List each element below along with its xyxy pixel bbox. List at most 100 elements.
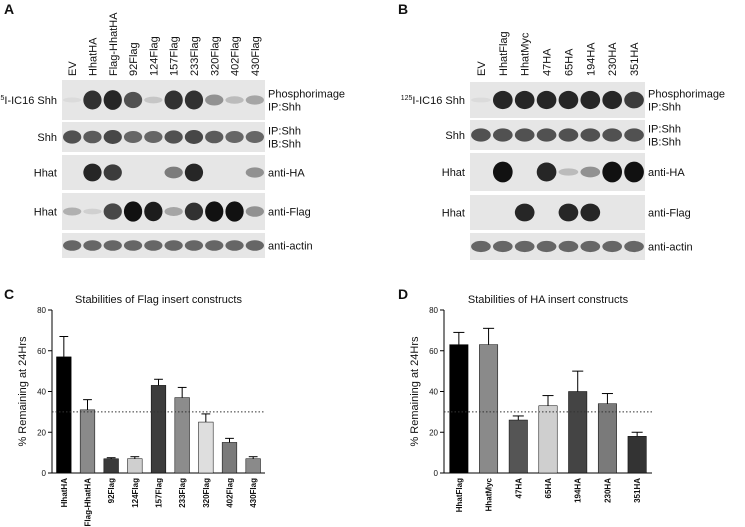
superscript: 125 (0, 95, 5, 102)
bar (198, 421, 214, 474)
band (558, 90, 579, 110)
lane-label: 157Flag (169, 36, 181, 76)
x-tick-label: HhatHA (60, 478, 69, 508)
row-label-text: I-IC16 Shh (412, 95, 465, 107)
antibody-label: Phosphorimage (268, 89, 345, 101)
row-label: 125I-IC16 Shh (401, 95, 465, 107)
band (184, 130, 204, 144)
x-tick-label: 230HA (603, 478, 612, 503)
band (624, 161, 644, 183)
superscript: 125 (401, 95, 413, 102)
x-tick-label: Flag-HhatHA (84, 478, 93, 527)
bar (538, 405, 558, 474)
antibody-label: IB:Shh (268, 139, 301, 151)
band (164, 240, 183, 251)
band (205, 201, 224, 222)
x-tick-label: HhatMyc (485, 477, 494, 511)
band (63, 130, 82, 144)
row-label-text: Hhat (442, 208, 465, 220)
lane-label: 65HA (563, 48, 575, 76)
band (471, 128, 491, 142)
band (536, 240, 557, 253)
band (536, 128, 557, 142)
antibody-label: anti-actin (268, 241, 313, 253)
row-label: Shh (445, 130, 465, 142)
x-tick-label: 430Flag (249, 478, 258, 508)
band (123, 131, 143, 143)
antibody-label: anti-Flag (648, 208, 691, 220)
band (580, 90, 601, 110)
lane-label: 194HA (585, 42, 597, 76)
band (103, 240, 122, 251)
band (602, 240, 623, 253)
antibody-label: IB:Shh (648, 137, 681, 149)
bar (568, 391, 588, 474)
band (83, 90, 102, 110)
lane-label: 351HA (629, 42, 641, 76)
band (144, 201, 163, 222)
y-tick-label: 40 (429, 388, 438, 397)
band (83, 240, 102, 251)
band (184, 163, 204, 182)
x-tick-label: 233Flag (178, 478, 187, 508)
row-label: Shh (37, 132, 57, 144)
band (471, 97, 491, 103)
band (83, 163, 102, 182)
band (492, 90, 513, 110)
band (144, 240, 163, 251)
chart-title: Stabilities of HA insert constructs (468, 294, 629, 306)
band (514, 90, 535, 110)
band (164, 130, 183, 144)
bar (627, 436, 647, 474)
band (225, 131, 244, 143)
band (123, 201, 143, 222)
lane-label: 92Flag (128, 42, 140, 76)
x-tick-label: 92Flag (107, 478, 116, 503)
band (164, 90, 183, 110)
lane-label: 402Flag (230, 36, 242, 76)
row-label: Hhat (442, 167, 465, 179)
y-tick-label: 80 (37, 306, 46, 315)
bar (79, 409, 96, 474)
band (245, 206, 264, 217)
band (245, 167, 264, 178)
band (514, 203, 535, 222)
row-label-text: Hhat (442, 167, 465, 179)
x-tick-label: HhatFlag (455, 478, 464, 512)
x-tick-label: 47HA (514, 478, 523, 499)
y-tick-label: 80 (429, 306, 438, 315)
band (225, 96, 244, 104)
band (103, 90, 122, 110)
band (245, 240, 264, 251)
band (471, 240, 491, 253)
band (205, 94, 224, 106)
row-label: Hhat (34, 207, 57, 219)
bar (127, 458, 143, 474)
x-tick-label: 157Flag (155, 478, 164, 508)
y-tick-label: 0 (42, 469, 47, 478)
band (624, 240, 644, 253)
band (624, 128, 644, 142)
band (205, 130, 224, 144)
x-tick-label: 194HA (574, 478, 583, 503)
lane-label: EV (67, 61, 79, 76)
band (602, 161, 623, 183)
band (63, 97, 82, 103)
y-tick-label: 0 (434, 469, 439, 478)
lane-label: HhatFlag (498, 31, 510, 76)
bar (221, 442, 238, 474)
band (123, 91, 143, 109)
band (580, 203, 601, 222)
bar (449, 344, 469, 474)
band (123, 240, 143, 251)
y-tick-label: 20 (37, 428, 46, 437)
y-tick-label: 40 (37, 388, 46, 397)
band (492, 161, 513, 183)
chart-title: Stabilities of Flag insert constructs (75, 294, 242, 306)
band (514, 128, 535, 142)
row-label-text: Hhat (34, 168, 57, 180)
band (63, 207, 82, 216)
antibody-label: Phosphorimage (648, 89, 725, 101)
band (602, 128, 623, 142)
